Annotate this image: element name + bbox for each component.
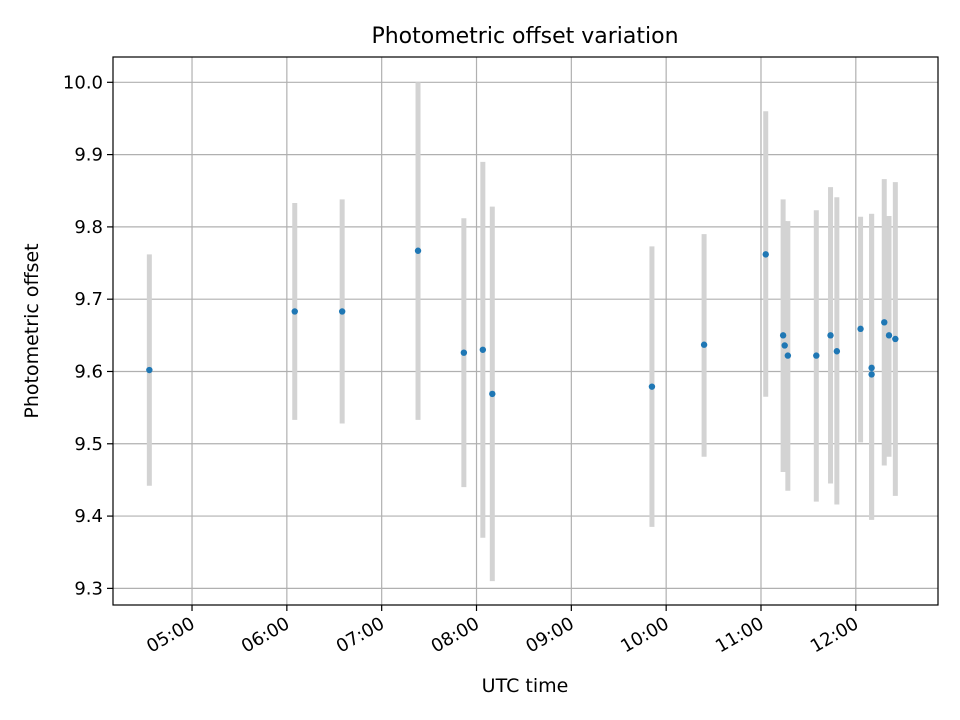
- data-point: [291, 308, 298, 315]
- data-point: [414, 247, 422, 254]
- data-points: [146, 247, 899, 398]
- data-point: [146, 366, 153, 374]
- data-point: [489, 390, 496, 398]
- y-tick-label: 9.7: [74, 289, 103, 310]
- data-point: [868, 371, 875, 378]
- x-axis-label: UTC time: [482, 675, 569, 697]
- y-tick-label: 9.4: [74, 506, 103, 527]
- y-axis-label: Photometric offset: [21, 243, 43, 418]
- y-tick-label: 9.3: [74, 578, 103, 599]
- data-point: [892, 335, 899, 343]
- data-point: [700, 341, 708, 348]
- data-point: [881, 319, 888, 326]
- data-point: [479, 346, 487, 353]
- data-point: [779, 332, 787, 339]
- data-point: [857, 325, 864, 333]
- data-point: [827, 332, 834, 339]
- y-tick-label: 10.0: [63, 72, 103, 93]
- y-tick-label: 9.6: [74, 361, 103, 382]
- data-point: [460, 349, 468, 356]
- y-tick-label: 9.8: [74, 217, 103, 238]
- chart-title: Photometric offset variation: [371, 24, 678, 49]
- data-point: [833, 348, 841, 355]
- grid: [113, 57, 938, 605]
- data-point: [781, 342, 788, 349]
- plot-area-frame: [112, 56, 939, 606]
- data-point: [813, 352, 820, 359]
- data-point: [762, 251, 769, 258]
- data-point: [868, 364, 875, 372]
- data-point: [338, 308, 346, 315]
- y-tick-label: 9.5: [74, 434, 103, 455]
- y-tick-label: 9.9: [74, 145, 103, 166]
- data-point: [648, 383, 656, 390]
- data-point: [784, 352, 792, 359]
- data-point: [885, 332, 893, 339]
